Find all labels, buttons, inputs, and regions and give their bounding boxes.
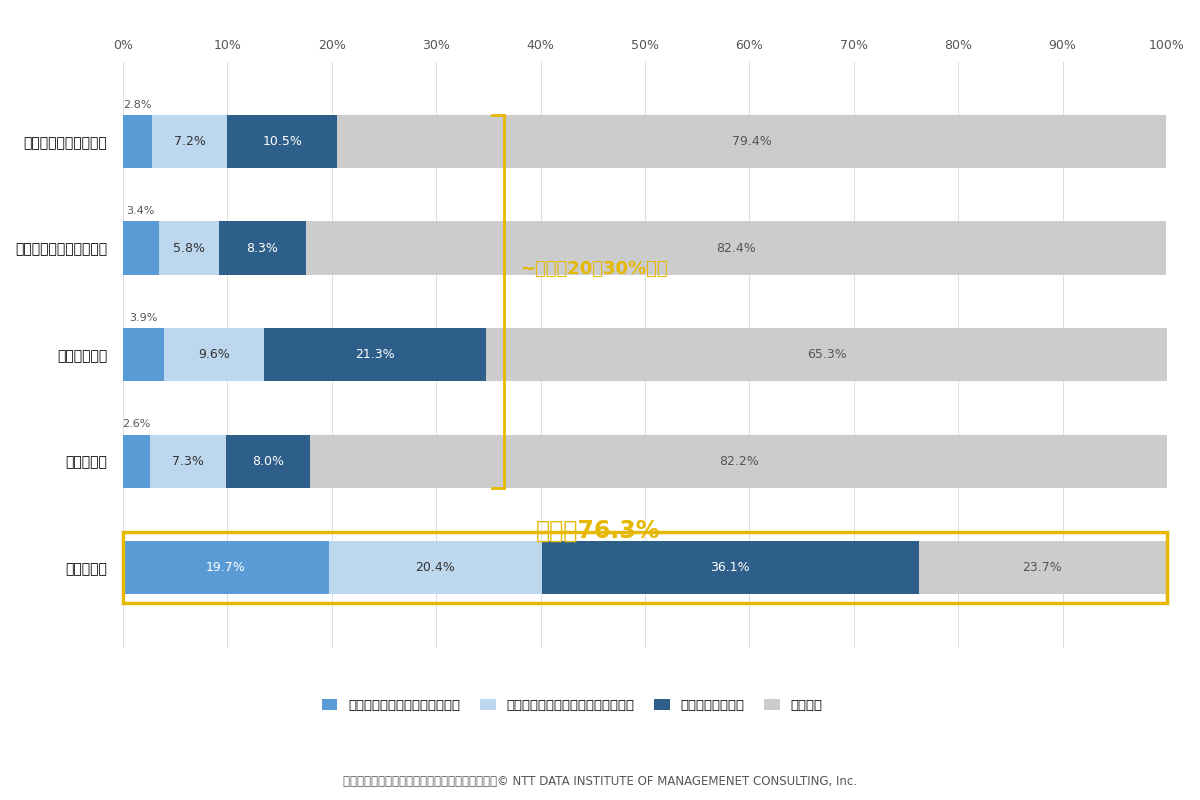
Bar	[310, 434, 1168, 488]
Bar	[124, 115, 152, 168]
Bar	[264, 328, 486, 382]
Bar	[124, 328, 164, 382]
Bar	[541, 541, 918, 594]
Bar	[486, 328, 1168, 382]
Bar	[124, 541, 329, 594]
Text: 20.4%: 20.4%	[415, 561, 455, 574]
Text: 3.4%: 3.4%	[127, 206, 155, 216]
Bar	[337, 115, 1166, 168]
Bar	[124, 434, 150, 488]
Bar	[124, 222, 158, 274]
Bar	[150, 434, 227, 488]
Text: ~認知度20～30%程度: ~認知度20～30%程度	[520, 261, 667, 278]
Bar	[329, 541, 541, 594]
Bar	[220, 222, 306, 274]
Text: 7.3%: 7.3%	[173, 454, 204, 468]
Text: 9.6%: 9.6%	[198, 348, 229, 361]
Bar	[164, 328, 264, 382]
Text: 8.3%: 8.3%	[246, 242, 278, 254]
Bar	[918, 541, 1166, 594]
Text: 2.8%: 2.8%	[124, 100, 152, 110]
Text: 82.4%: 82.4%	[716, 242, 756, 254]
Text: 2.6%: 2.6%	[122, 419, 151, 429]
Text: 19.7%: 19.7%	[206, 561, 246, 574]
Text: 23.7%: 23.7%	[1022, 561, 1062, 574]
Text: 21.3%: 21.3%	[355, 348, 395, 361]
Text: 7.2%: 7.2%	[174, 135, 206, 148]
Bar	[228, 115, 337, 168]
Bar	[306, 222, 1166, 274]
Text: 36.1%: 36.1%	[710, 561, 750, 574]
Text: 8.0%: 8.0%	[252, 454, 284, 468]
Bar	[227, 434, 310, 488]
Bar	[152, 115, 228, 168]
Text: 5.8%: 5.8%	[173, 242, 205, 254]
Text: 10.5%: 10.5%	[263, 135, 302, 148]
Legend: 知っており、概要を説明できる, 知っているが、概要は説明できない, 聞いたことがある, 知らない: 知っており、概要を説明できる, 知っているが、概要は説明できない, 聞いたことが…	[317, 694, 828, 717]
Bar	[158, 222, 220, 274]
Text: 79.4%: 79.4%	[732, 135, 772, 148]
Text: 認知度76.3%: 認知度76.3%	[535, 518, 660, 542]
Text: 65.3%: 65.3%	[808, 348, 847, 361]
Text: 82.2%: 82.2%	[719, 454, 758, 468]
Bar	[124, 533, 1168, 602]
Text: 3.9%: 3.9%	[130, 313, 157, 322]
Text: 「孤独・孤立対策に関する法律や対策の認知度」© NTT DATA INSTITUTE OF MANAGEMENET CONSULTING, Inc.: 「孤独・孤立対策に関する法律や対策の認知度」© NTT DATA INSTITU…	[343, 775, 857, 788]
